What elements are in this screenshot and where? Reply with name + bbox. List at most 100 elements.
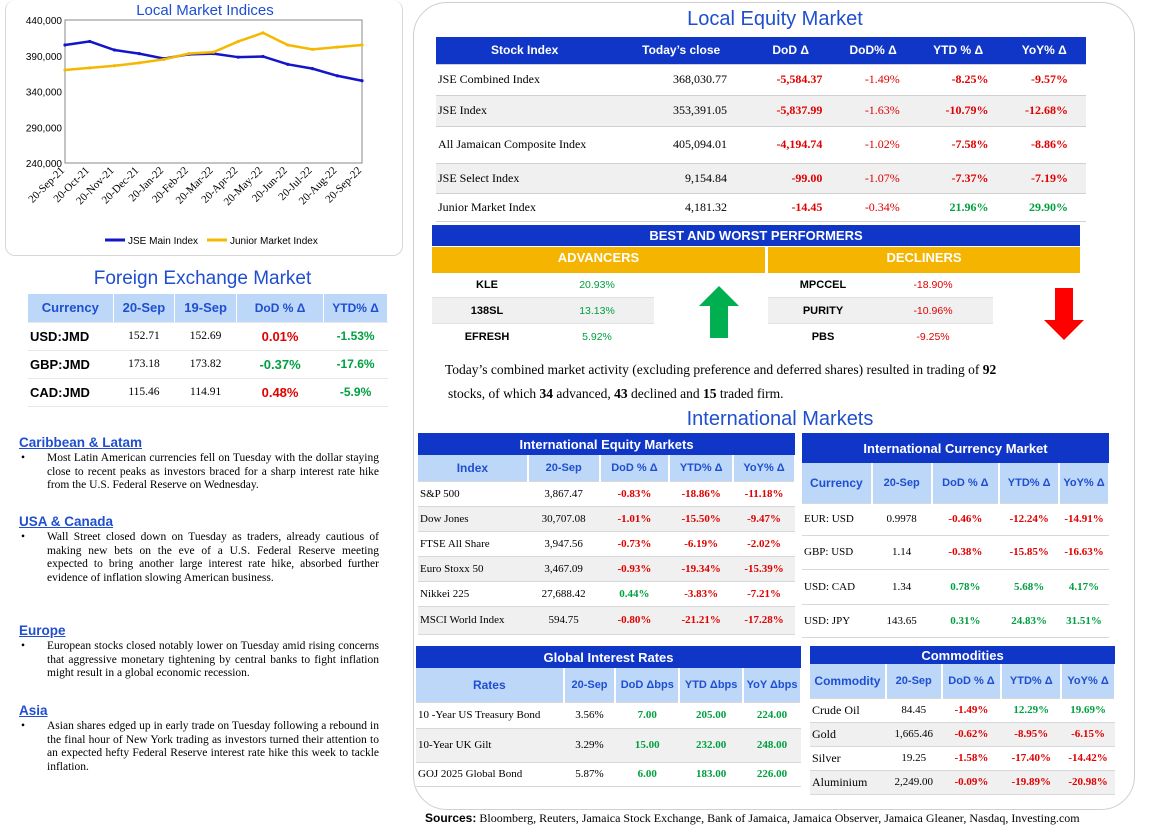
fx-header: 19-Sep	[174, 294, 237, 323]
series-line-0	[64, 40, 363, 83]
intl_currency-title: International Currency Market	[802, 433, 1109, 463]
intl_equity-ytd: -21.21%	[669, 606, 734, 635]
intl_currency-row: USD: JPY 143.65 0.31% 24.83% 31.51%	[802, 604, 1109, 638]
fx-prev: 114.91	[174, 378, 237, 407]
intl_equity-header: DoD % Δ	[599, 455, 671, 482]
commodities-dod: -1.49%	[941, 698, 1002, 723]
data-point	[137, 61, 141, 65]
fx-today: 115.46	[113, 378, 175, 407]
performer-row: PBS -9.25%	[768, 324, 993, 350]
intl_currency-header: DoD % Δ	[931, 463, 1001, 504]
performer-symbol: 138SL	[470, 304, 504, 317]
intl_currency-name: GBP: USD	[802, 535, 872, 570]
news-text: Asian shares edged up in early trade on …	[19, 720, 379, 774]
news-heading: USA & Canada	[19, 514, 114, 529]
intl_equity-yoy: -7.21%	[733, 581, 795, 607]
data-point	[162, 57, 166, 61]
rates-ytd: 232.00	[679, 728, 744, 763]
chart-panel	[5, 0, 403, 256]
intl_equity-name: Nikkei 225	[418, 581, 528, 607]
performer-symbol: KLE	[476, 278, 498, 291]
intl_equity-dod: -0.73%	[599, 531, 670, 557]
data-point	[360, 43, 364, 47]
decliners-list: MPCCEL -18.90% PURITY -10.96% PBS -9.25%	[768, 272, 993, 350]
rates-name: GOJ 2025 Global Bond	[416, 762, 564, 787]
decliners-label: DECLINERS	[768, 247, 1080, 273]
equity-dodp: -1.07%	[832, 163, 914, 194]
fx-prev: 152.69	[174, 322, 237, 351]
equity-name: JSE Select Index	[436, 163, 614, 194]
fx-header: Currency	[28, 294, 114, 323]
rates-header: 20-Sep	[563, 668, 617, 703]
intl_currency-value: 1.34	[871, 569, 932, 605]
data-point	[112, 64, 117, 68]
rates-row: 10-Year UK Gilt 3.29% 15.00 232.00 248.00	[416, 728, 801, 763]
sources-line: Sources: Bloomberg, Reuters, Jamaica Sto…	[425, 811, 1080, 825]
data-point	[112, 48, 117, 52]
fx-ytd: -17.6%	[323, 350, 388, 379]
intl_equity-title: International Equity Markets	[418, 433, 795, 455]
commodities-title-row: Commodities	[810, 646, 1115, 664]
rates-value: 3.29%	[563, 728, 616, 763]
fx-today: 152.71	[113, 322, 175, 351]
intl_equity-row: Nikkei 225 27,688.42 0.44% -3.83% -7.21%	[418, 581, 795, 607]
rates-dod: 15.00	[615, 728, 680, 763]
equity-name: JSE Index	[436, 95, 614, 127]
y-tick-label: 240,000	[26, 159, 63, 170]
intl_equity-row: Euro Stoxx 50 3,467.09 -0.93% -19.34% -15.39…	[418, 556, 795, 582]
intl_currency-dod: -0.46%	[931, 503, 1000, 536]
intl_currency-name: USD: JPY	[802, 604, 872, 638]
rates-header: DoD Δbps	[615, 668, 681, 703]
news-block: Caribbean & Latam Most Latin American cur…	[19, 435, 379, 493]
intl_equity-name: FTSE All Share	[418, 531, 528, 557]
commodities-yoy: -20.98%	[1061, 770, 1115, 795]
rates-header: Rates	[416, 668, 565, 703]
equity-close: 353,391.05	[613, 95, 749, 127]
commodities-yoy: -14.42%	[1061, 746, 1115, 771]
intl_currency-yoy: 4.17%	[1059, 569, 1109, 605]
performers-title: BEST AND WORST PERFORMERS	[432, 225, 1080, 246]
intl_currency-row: EUR: USD 0.9978 -0.46% -12.24% -14.91%	[802, 503, 1109, 536]
intl_currency-value: 0.9978	[871, 503, 932, 536]
commodities-dod: -0.62%	[941, 722, 1002, 747]
equity-dodp: -0.34%	[832, 193, 914, 222]
intl_equity-name: MSCI World Index	[418, 606, 528, 635]
fx-header: YTD% Δ	[323, 294, 388, 323]
performer-row: 138SL 13.13%	[432, 298, 654, 324]
performer-value: 20.93%	[579, 278, 615, 291]
commodities-yoy: -6.15%	[1061, 722, 1115, 747]
commodities-name: Gold	[810, 722, 886, 747]
performer-row: MPCCEL -18.90%	[768, 272, 993, 298]
intl_currency-ytd: -15.85%	[999, 535, 1060, 570]
fx-row: CAD:JMD 115.46 114.91 0.48% -5.9%	[28, 378, 388, 407]
intl_equity-value: 594.75	[527, 606, 600, 635]
intl_equity-dod: -0.83%	[599, 481, 670, 507]
performer-symbol: EFRESH	[464, 331, 510, 343]
commodities-name: Aluminium	[810, 770, 886, 795]
data-point	[137, 52, 141, 56]
intl_equity-name: Dow Jones	[418, 506, 528, 532]
y-tick-label: 390,000	[26, 52, 63, 63]
commodities-row: Aluminium 2,249.00 -0.09% -19.89% -20.98%	[810, 770, 1115, 795]
intl_equity-header: 20-Sep	[527, 455, 601, 482]
commodities-header: DoD % Δ	[941, 664, 1003, 699]
rates-header: YoY Δbps	[743, 668, 802, 703]
intl_equity-yoy: -17.28%	[733, 606, 795, 635]
rates-yoy: 226.00	[743, 762, 801, 787]
equity-dod: -5,837.99	[748, 95, 833, 127]
intl_equity-yoy: -9.47%	[733, 506, 795, 532]
intl_currency-header-row: Currency 20-Sep DoD % Δ YTD% Δ YoY% Δ	[802, 463, 1110, 504]
intl_currency-ytd: -12.24%	[999, 503, 1060, 536]
commodities-name: Crude Oil	[810, 698, 886, 723]
commodities-row: Gold 1,665.46 -0.62% -8.95% -6.15%	[810, 722, 1115, 747]
intl_equity-row: Dow Jones 30,707.08 -1.01% -15.50% -9.47%	[418, 506, 795, 532]
equity-yoy: -12.68%	[1002, 95, 1086, 127]
equity-row: JSE Combined Index 368,030.77 -5,584.37 -1.…	[436, 64, 1086, 96]
equity-ytd: -7.37%	[913, 163, 1003, 194]
equity-header: YoY% Δ	[1002, 37, 1086, 65]
intl_equity-header: Index	[418, 455, 529, 482]
intl_equity-header: YTD% Δ	[669, 455, 735, 482]
performer-value: -10.96%	[913, 304, 953, 317]
commodities-value: 1,665.46	[885, 722, 942, 747]
rates-yoy: 224.00	[743, 702, 801, 729]
